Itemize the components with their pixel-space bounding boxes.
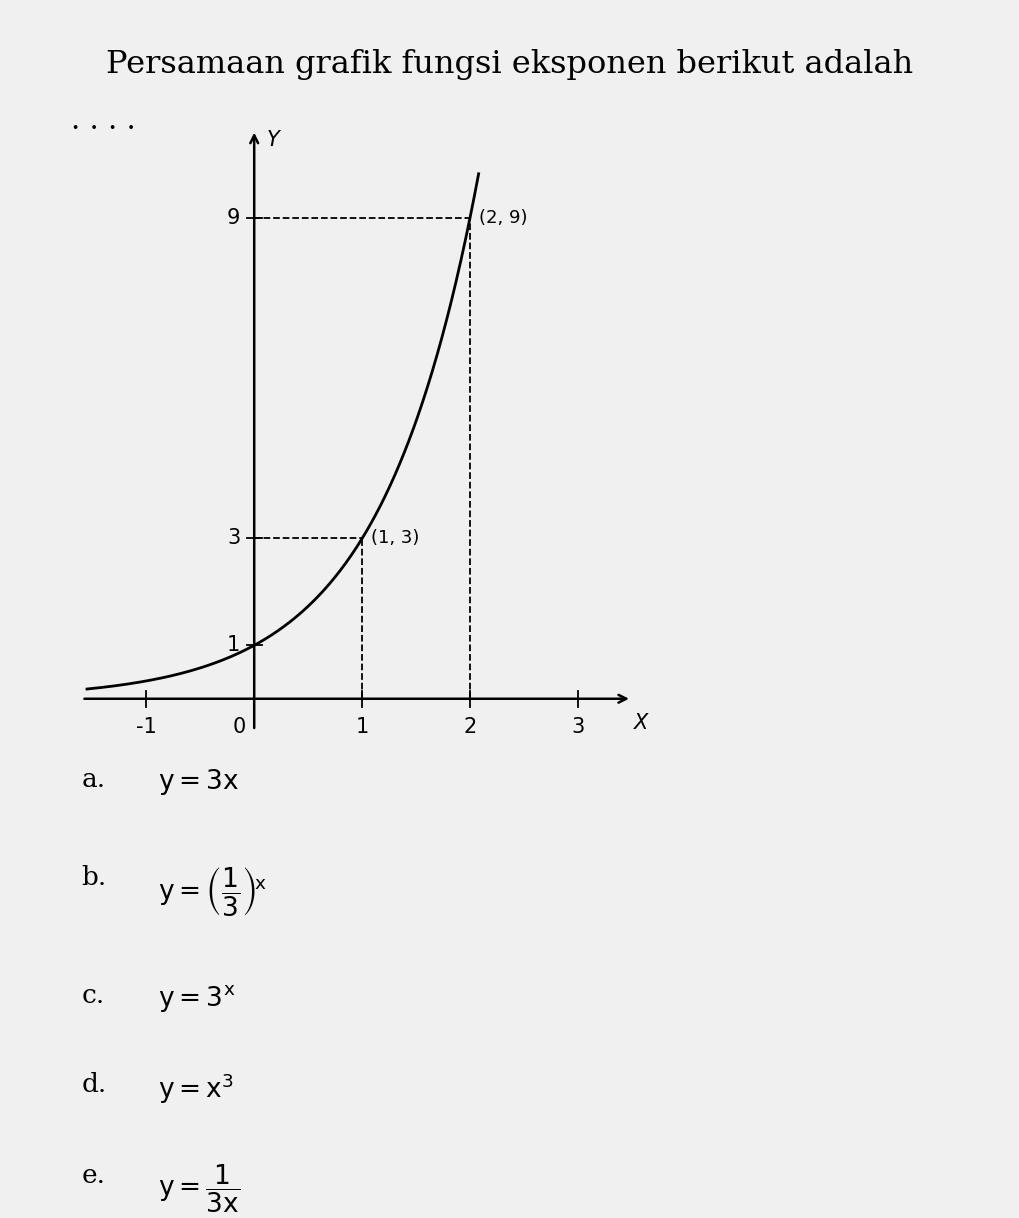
Text: 1: 1 xyxy=(356,717,368,737)
Text: 3: 3 xyxy=(571,717,584,737)
Text: d.: d. xyxy=(82,1072,107,1097)
Text: Persamaan grafik fungsi eksponen berikut adalah: Persamaan grafik fungsi eksponen berikut… xyxy=(106,49,913,79)
Text: $\mathrm{y = 3^{x}}$: $\mathrm{y = 3^{x}}$ xyxy=(158,983,235,1013)
Text: X: X xyxy=(634,713,648,733)
Text: 1: 1 xyxy=(226,636,239,655)
Text: -1: -1 xyxy=(136,717,157,737)
Text: 9: 9 xyxy=(226,208,239,228)
Text: Y: Y xyxy=(267,130,279,150)
Text: a.: a. xyxy=(82,767,106,793)
Text: $\mathrm{y = x^{3}}$: $\mathrm{y = x^{3}}$ xyxy=(158,1072,234,1106)
Text: $\mathrm{y = \left(\dfrac{1}{3}\right)^{\!x}}$: $\mathrm{y = \left(\dfrac{1}{3}\right)^{… xyxy=(158,865,267,918)
Text: 0: 0 xyxy=(232,717,246,737)
Text: (2, 9): (2, 9) xyxy=(478,209,527,227)
Text: $\mathrm{y = 3x}$: $\mathrm{y = 3x}$ xyxy=(158,767,239,798)
Text: b.: b. xyxy=(82,865,107,890)
Text: . . . .: . . . . xyxy=(71,107,136,135)
Text: c.: c. xyxy=(82,983,105,1009)
Text: $\mathrm{y = \dfrac{1}{3x}}$: $\mathrm{y = \dfrac{1}{3x}}$ xyxy=(158,1163,240,1216)
Text: (1, 3): (1, 3) xyxy=(370,530,419,547)
Text: e.: e. xyxy=(82,1163,106,1189)
Text: 3: 3 xyxy=(226,529,239,548)
Text: 2: 2 xyxy=(463,717,476,737)
